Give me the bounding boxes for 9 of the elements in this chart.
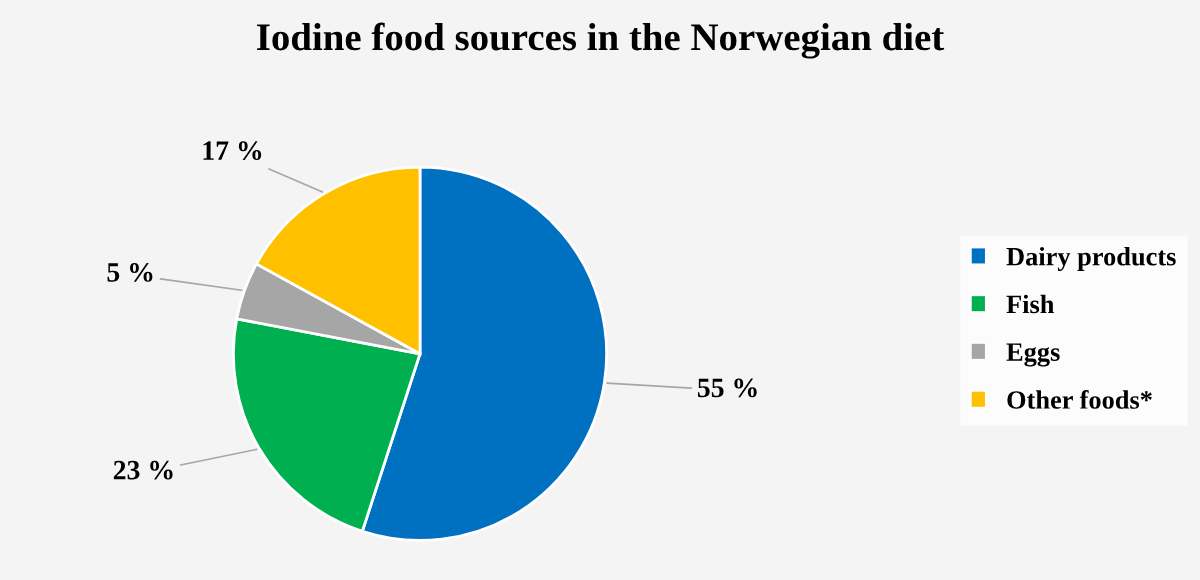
- chart-title: Iodine food sources in the Norwegian diet: [257, 22, 945, 59]
- legend-label: Eggs: [1006, 343, 1060, 367]
- data-label: 55 %: [697, 378, 757, 398]
- data-label: 5 %: [107, 262, 153, 282]
- legend-label: Fish: [1006, 294, 1055, 314]
- legend-label: Dairy products: [1006, 246, 1176, 271]
- legend-label: Other foods*: [1007, 390, 1152, 409]
- data-label: 17 %: [203, 141, 262, 161]
- data-label: 23 %: [113, 460, 173, 480]
